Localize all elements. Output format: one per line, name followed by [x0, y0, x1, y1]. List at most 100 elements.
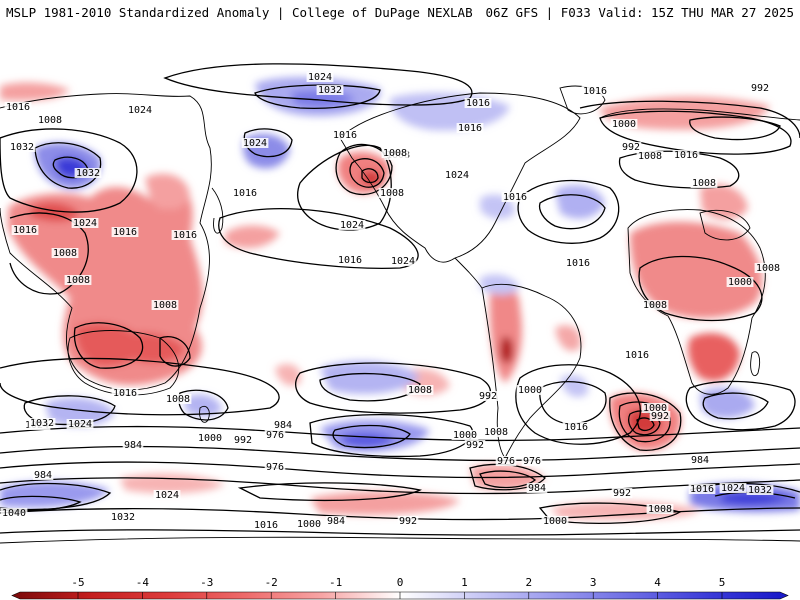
- map-title: MSLP 1981-2010 Standardized Anomaly | Co…: [6, 5, 473, 20]
- isobar-label: 992: [613, 488, 631, 499]
- isobar-label: 1016: [113, 227, 137, 238]
- coast-antarctica: [0, 536, 800, 544]
- isobar-label-bg: [641, 300, 669, 310]
- neg-anomaly-africa: [630, 221, 763, 319]
- isobar-label-bg: [646, 504, 674, 514]
- isobar-label-bg: [620, 142, 642, 152]
- isobar-1016-south-atlantic: [515, 364, 641, 445]
- isobar-label: 976: [523, 456, 541, 467]
- isobar-984-southern-ocean-low: [479, 470, 537, 489]
- isobar-label: 992: [466, 440, 484, 451]
- isobar-label-bg: [688, 484, 716, 494]
- isobar-1024-east-pacific: [297, 144, 392, 231]
- isobar-label-bg: [331, 130, 359, 140]
- isobar-1016-subtropical-pacific: [218, 208, 419, 269]
- isobar-label: 1008: [756, 263, 780, 274]
- isobar-1016-asia-high: [0, 128, 138, 213]
- pos-anomaly-tasman: [185, 394, 222, 417]
- isobar-label: 984: [34, 470, 52, 481]
- colorbar-tick-label: 5: [719, 576, 726, 589]
- isobar-label-bg: [109, 512, 137, 522]
- isobar-label-bg: [521, 456, 543, 466]
- isobar-1016-south-pacific: [295, 362, 492, 414]
- isobar-992-southern-ocean: [0, 461, 800, 479]
- isobar-label-bg: [381, 148, 409, 158]
- isobar-label: 1016: [6, 102, 30, 113]
- isobar-label-bg: [264, 462, 286, 472]
- neg-anomaly-siberia: [145, 173, 190, 210]
- isobar-1024-south-indian-high: [23, 395, 116, 426]
- isobar-label-bg: [611, 488, 633, 498]
- isobar-1032-asia-high: [34, 142, 102, 189]
- isobar-label: 984: [691, 455, 709, 466]
- isobar-label-bg: [581, 86, 609, 96]
- isobar-1024-bermuda-high: [538, 194, 606, 230]
- isobar-label: 984: [327, 516, 345, 527]
- isobar-label: 1024: [68, 419, 92, 430]
- isobar-label: 1016: [113, 388, 137, 399]
- coast-europe: [599, 108, 800, 121]
- isobar-label-bg: [464, 440, 486, 450]
- isobar-label: 1000: [643, 403, 667, 414]
- isobar-label: 1008: [408, 385, 432, 396]
- isobar-label-bg: [316, 85, 344, 95]
- isobar-label-bg: [71, 218, 99, 228]
- isobar-1024-south-indian-east: [702, 392, 769, 420]
- coast-central-america: [454, 257, 483, 289]
- isobar-label-bg: [36, 115, 64, 125]
- isobar-label-bg: [636, 151, 664, 161]
- isobar-label: 1008: [53, 248, 77, 259]
- pos-anomaly-antarctic-west: [0, 481, 110, 508]
- isobar-label: 1008: [66, 275, 90, 286]
- isobar-1032-north-pacific: [254, 84, 381, 109]
- isobar-1016-north-atlantic: [517, 180, 620, 244]
- isobar-label-bg: [295, 519, 323, 529]
- neg-anomaly-india: [75, 322, 143, 367]
- colorbar-tick-label: -3: [200, 576, 213, 589]
- isobar-label-bg: [689, 455, 711, 465]
- isobar-low-gulf-alaska-2: [349, 158, 385, 188]
- isobar-label: 1016: [690, 484, 714, 495]
- pos-anomaly-australia-south: [45, 397, 115, 427]
- isobar-label: 984: [274, 420, 292, 431]
- colorbar-tick-label: 4: [654, 576, 661, 589]
- isobar-label: 1024: [128, 105, 152, 116]
- isobar-label-bg: [153, 490, 181, 500]
- isobar-1016-iceland: [579, 100, 800, 139]
- isobar-label-bg: [564, 258, 592, 268]
- isobar-label-bg: [672, 150, 700, 160]
- isobar-label: 1016: [566, 258, 590, 269]
- pos-anomaly-south-pacific: [320, 361, 420, 394]
- isobar-label: 1032: [10, 142, 34, 153]
- isobar-label-bg: [66, 419, 94, 429]
- isobar-label: 992: [234, 435, 252, 446]
- isobar-label-bg: [32, 470, 54, 480]
- colorbar-tick-label: -2: [265, 576, 278, 589]
- isobar-label-bg: [264, 430, 286, 440]
- isobar-label-bg: [719, 483, 747, 493]
- isobar-label: 1016: [564, 422, 588, 433]
- isobar-label-bg: [11, 225, 39, 235]
- isobar-label: 1000: [543, 516, 567, 527]
- isobar-label-bg: [232, 435, 254, 445]
- isobar-low-gulf-alaska-3: [361, 168, 379, 184]
- isobar-1008-iceland: [599, 110, 792, 155]
- isobar-label-bg: [477, 391, 499, 401]
- isobar-label-bg: [623, 350, 651, 360]
- isobar-1008-southern-ocean: [0, 425, 800, 442]
- isobar-label: 1000: [518, 385, 542, 396]
- isobar-label-bg: [196, 433, 224, 443]
- colorbar-tick-label: -1: [329, 576, 342, 589]
- isobar-1008-indochina: [159, 336, 191, 367]
- isobar-label-bg: [64, 275, 92, 285]
- isobar-label: 1008: [643, 300, 667, 311]
- isobar-label-bg: [526, 483, 548, 493]
- isobar-label-bg: [74, 168, 102, 178]
- isobar-label: 1008: [638, 151, 662, 162]
- neg-anomaly-south-america: [489, 284, 522, 383]
- isobar-1008-india: [73, 322, 144, 369]
- isobar-label-bg: [111, 388, 139, 398]
- isobar-label-bg: [378, 188, 406, 198]
- isobar-label-bg: [516, 385, 544, 395]
